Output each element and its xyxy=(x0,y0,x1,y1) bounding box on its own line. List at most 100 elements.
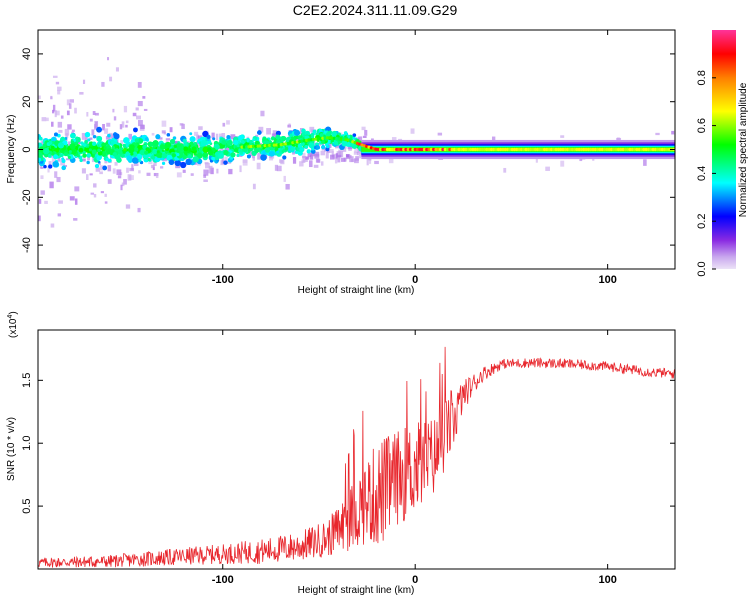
spectrogram-cell xyxy=(147,157,151,161)
snr-x-tick-label: 100 xyxy=(598,574,616,586)
svg-text:(x104): (x104) xyxy=(7,311,19,338)
spectrogram-noise-cell xyxy=(51,121,54,127)
spectrogram-cell xyxy=(156,150,160,154)
spectrogram-cell xyxy=(161,161,166,166)
spectrogram-noise-cell xyxy=(203,169,209,176)
spectrogram-noise-cell xyxy=(49,181,54,189)
snr-y-tick-label: 1.0 xyxy=(21,436,33,451)
spectrogram-cell xyxy=(320,144,326,150)
spectrogram-ridge-cell xyxy=(642,147,646,152)
spectrogram-ridge-cell xyxy=(411,147,415,152)
spectrogram-noise-cell xyxy=(69,196,75,201)
spectrogram-ridge-cell xyxy=(512,147,517,152)
spectrogram-noise-cell xyxy=(338,151,344,157)
snr-series-line xyxy=(38,346,675,568)
spectrogram-ridge-cell xyxy=(492,147,496,152)
spectrogram-noise-cell xyxy=(249,149,253,157)
spectrogram-noise-cell xyxy=(354,158,359,164)
spectrogram-cell xyxy=(88,148,92,152)
spectrogram-noise-cell xyxy=(120,140,124,145)
spectrogram-noise-cell xyxy=(93,193,97,198)
spectrogram-ridge-cell xyxy=(374,147,378,151)
spectrogram-noise-cell xyxy=(135,107,139,111)
spectrogram-cell xyxy=(122,143,126,148)
spectrogram-y-tick-label: -20 xyxy=(21,189,33,205)
spectrogram-cell xyxy=(101,142,107,148)
spectrogram-noise-cell xyxy=(45,117,49,122)
spectrogram-cell xyxy=(246,154,251,159)
spectrogram-noise-cell xyxy=(349,156,354,163)
spectrogram-cell xyxy=(92,134,97,139)
spectrogram-noise-cell xyxy=(102,123,105,131)
spectrogram-cell xyxy=(61,165,67,171)
spectrogram-noise-cell xyxy=(305,156,310,160)
spectrogram-ridge-cell xyxy=(630,147,634,152)
spectrogram-noise-cell xyxy=(169,127,173,133)
spectrogram-noise-cell xyxy=(107,165,112,172)
spectrogram-ridge-cell xyxy=(240,145,244,149)
spectrogram-noise-cell xyxy=(116,169,122,176)
spectrogram-cell xyxy=(38,136,43,141)
spectrogram-cell xyxy=(130,152,134,156)
spectrogram-noise-cell xyxy=(327,142,332,148)
spectrogram-ridge-cell xyxy=(579,147,584,152)
spectrogram-ridge-cell xyxy=(261,144,265,148)
spectrogram-cell xyxy=(86,160,90,165)
spectrogram-noise-cell xyxy=(346,154,349,158)
spectrogram-noise-cell xyxy=(179,123,184,126)
spectrogram-noise-cell xyxy=(165,138,171,141)
spectrogram-noise-cell xyxy=(226,120,230,125)
spectrogram-noise-cell xyxy=(128,133,133,140)
spectrogram-noise-cell xyxy=(255,134,259,139)
spectrogram-ridge-cell xyxy=(462,147,466,152)
spectrogram-cell xyxy=(212,137,216,141)
spectrogram-noise-cell xyxy=(74,107,77,114)
spectrogram-noise-cell xyxy=(38,198,42,204)
spectrogram-ridge-cell xyxy=(263,144,267,148)
spectrogram-cell xyxy=(129,144,135,150)
spectrogram-noise-cell xyxy=(315,158,320,163)
spectrogram-ridge-cell xyxy=(265,143,269,148)
spectrogram-cell xyxy=(310,149,316,154)
spectrogram-ridge-cell xyxy=(443,147,447,152)
spectrogram-noise-cell xyxy=(79,91,84,95)
spectrogram-noise-cell xyxy=(198,126,203,130)
spectrogram-ridge-cell xyxy=(591,147,595,152)
spectrogram-cell xyxy=(123,148,127,152)
spectrogram-noise-cell xyxy=(52,75,58,78)
spectrogram-noise-cell xyxy=(152,164,155,169)
snr-multiplier-close: ) xyxy=(8,311,19,314)
spectrogram-ridge-cell xyxy=(482,147,487,152)
spectrogram-cell xyxy=(294,150,299,154)
spectrogram-cell xyxy=(297,143,302,148)
spectrogram-ridge-cell xyxy=(466,147,470,152)
spectrogram-ridge-cell xyxy=(397,147,401,152)
spectrogram-cell xyxy=(319,133,324,137)
spectrogram-noise-cell xyxy=(93,183,97,188)
spectrogram-noise-cell xyxy=(491,136,496,143)
spectrogram-cell xyxy=(320,139,325,144)
spectrogram-ridge-cell xyxy=(505,147,510,152)
spectrogram-ridge-cell xyxy=(665,147,669,152)
spectrogram-noise-cell xyxy=(56,176,61,183)
spectrogram-ridge-cell xyxy=(577,147,581,152)
spectrogram-cell xyxy=(325,132,331,137)
spectrogram-noise-cell xyxy=(57,121,63,128)
spectrogram-ridge-cell xyxy=(432,147,436,152)
spectrogram-cell xyxy=(123,137,130,144)
spectrogram-noise-cell xyxy=(151,132,155,136)
spectrogram-ridge-cell xyxy=(635,147,639,152)
spectrogram-ridge-cell xyxy=(485,147,489,152)
spectrogram-ridge-cell xyxy=(517,147,521,152)
spectrogram-ridge-cell xyxy=(508,147,512,152)
spectrogram-ridge-cell xyxy=(390,147,394,152)
spectrogram-cell xyxy=(182,154,187,160)
spectrogram-x-tick-label: -100 xyxy=(212,274,234,286)
spectrogram-ridge-cell xyxy=(376,147,380,152)
spectrogram-noise-cell xyxy=(374,160,379,165)
spectrogram-cell xyxy=(173,144,177,149)
spectrogram-ridge-cell xyxy=(575,147,579,152)
spectrogram-x-tick-label: 100 xyxy=(598,274,616,286)
spectrogram-noise-cell xyxy=(671,130,675,135)
